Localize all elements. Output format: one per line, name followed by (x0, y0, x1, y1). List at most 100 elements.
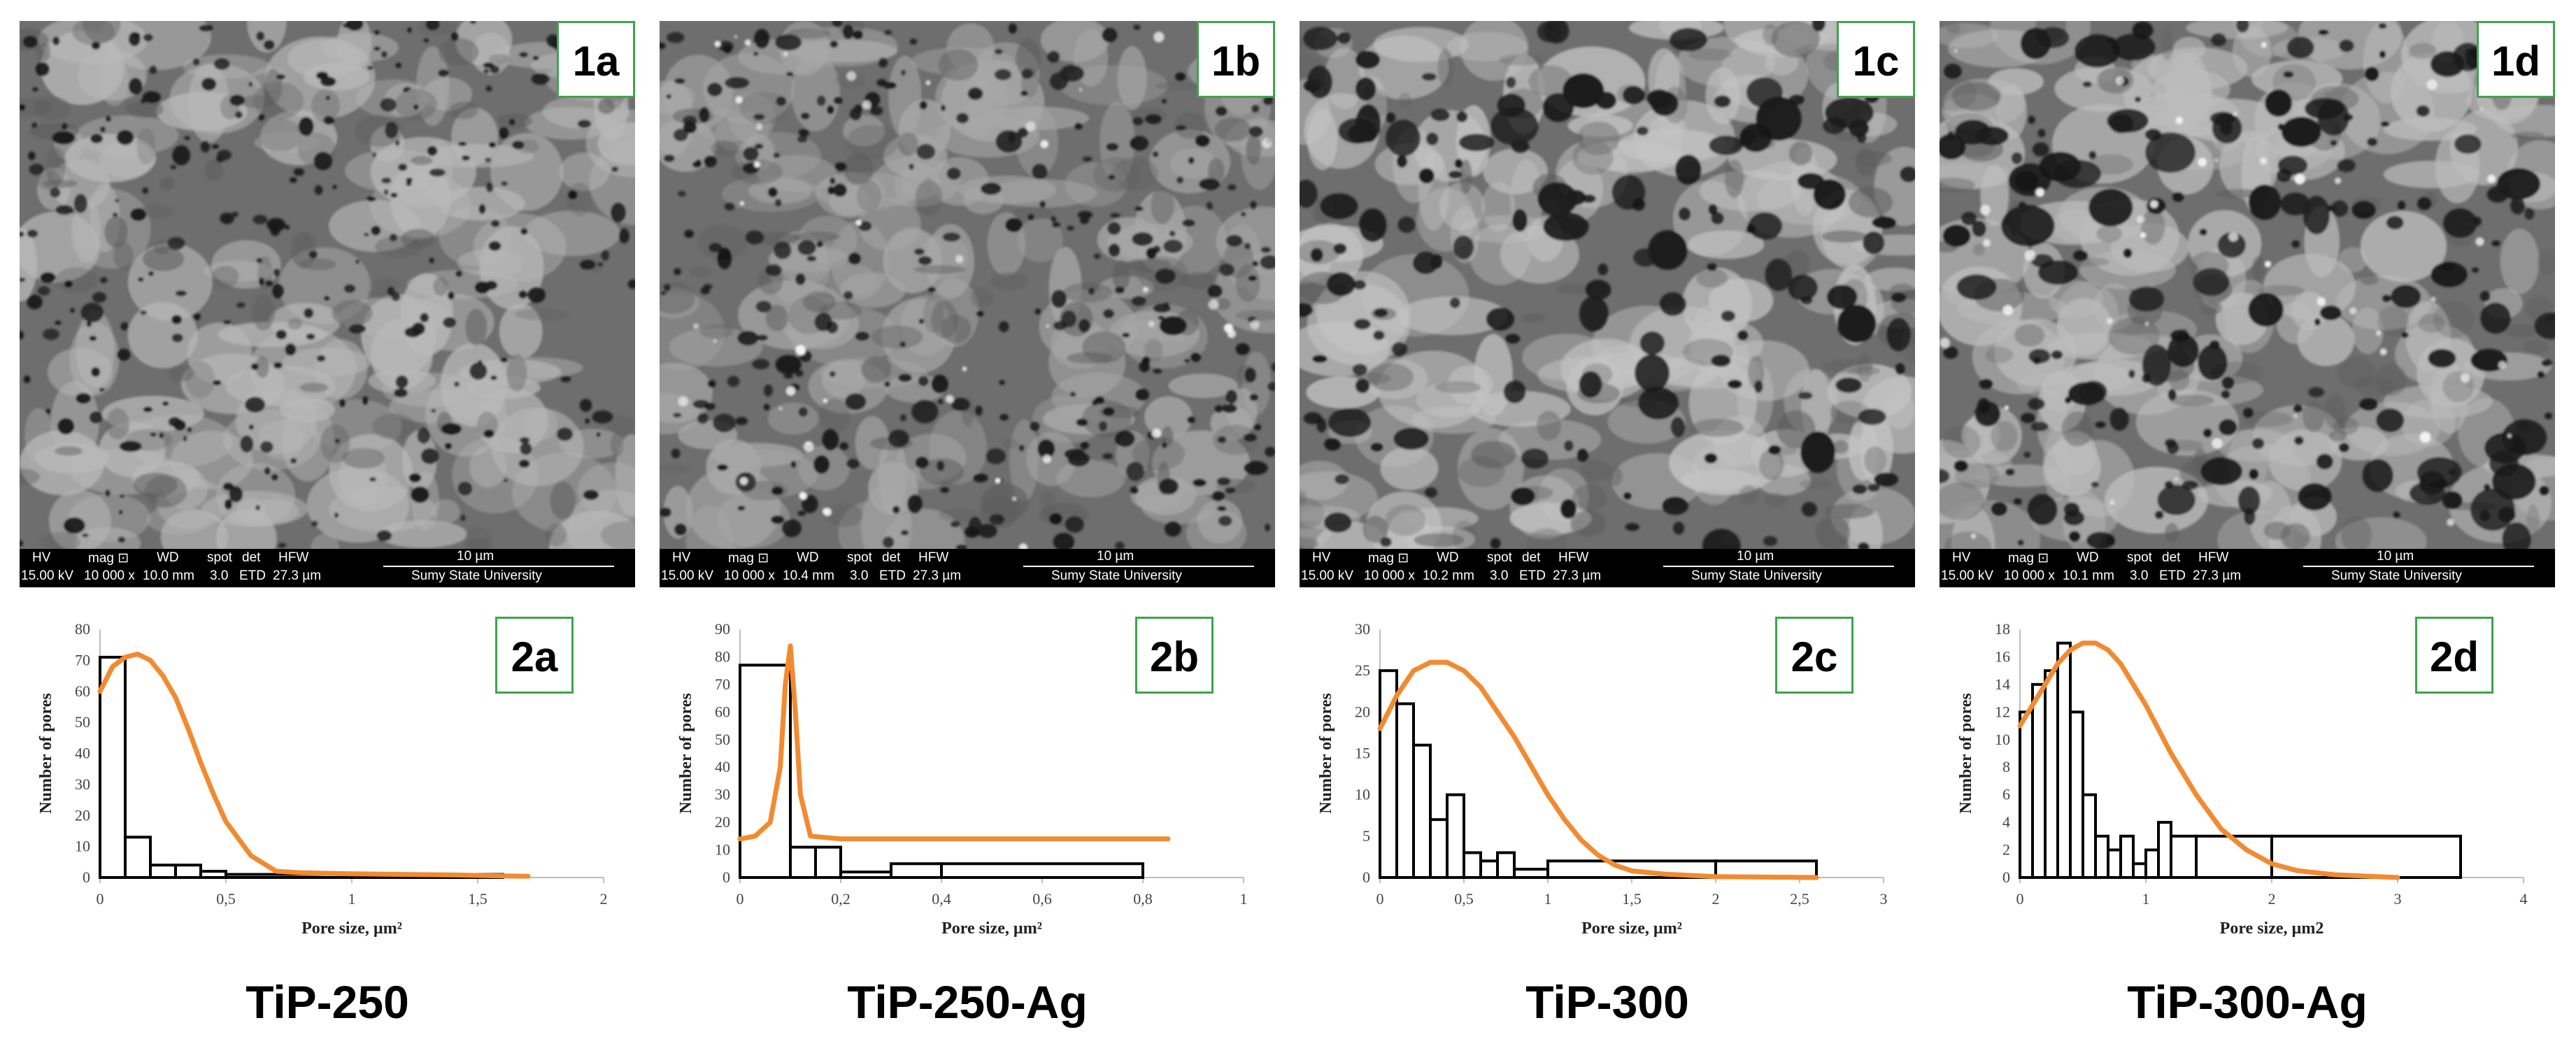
x-tick-label: 0 (97, 890, 104, 908)
y-tick-label: 80 (75, 620, 90, 638)
sample-name: TiP-250 (245, 976, 409, 1028)
databar-hv-value: 15.00 kV (21, 568, 73, 583)
databar-mag-label: mag ⊡ (2008, 551, 2049, 566)
distribution-curve (97, 652, 531, 879)
histogram-bar (890, 862, 943, 879)
databar-org: Sumy State University (411, 568, 542, 583)
x-axis-title: Pore size, µm² (301, 919, 402, 938)
panel-column: 1c HV 15.00 kV mag ⊡ 10 000 x WD 10.2 mm… (1300, 0, 1915, 1053)
y-tick-label: 4 (2002, 813, 2010, 831)
y-tick-label: 2 (2002, 841, 2010, 859)
databar-org: Sumy State University (2331, 568, 2462, 583)
databar-spot-label: spot (207, 550, 232, 565)
databar-hfw-value: 27.3 µm (913, 568, 962, 583)
x-tick-label: 0,5 (216, 890, 236, 908)
histogram-bar (1463, 851, 1482, 879)
databar-det-value: ETD (2159, 568, 2186, 583)
databar-scale-label: 10 µm (1097, 549, 1134, 564)
x-tick-label: 2 (2268, 890, 2276, 908)
y-tick-label: 10 (715, 841, 730, 859)
y-tick-label: 50 (715, 731, 730, 748)
y-tick-label: 12 (1995, 703, 2010, 720)
y-tick-label: 16 (1995, 647, 2010, 665)
databar-det-value: ETD (879, 568, 906, 583)
x-tick-label: 0,5 (1454, 890, 1474, 908)
x-tick-label: 0 (2016, 890, 2024, 908)
histogram-bar (174, 864, 202, 879)
sem-panel-label: 1d (2477, 21, 2555, 98)
y-tick-label: 70 (715, 675, 730, 693)
databar-hv-value: 15.00 kV (1941, 568, 1993, 583)
x-tick-label: 3 (1880, 890, 1888, 908)
histogram-bar (2157, 821, 2172, 879)
y-tick-label: 20 (1355, 703, 1370, 720)
y-tick-label: 0 (723, 868, 730, 886)
y-tick-label: 14 (1995, 675, 2010, 693)
sem-micrograph: 1a HV 15.00 kV mag ⊡ 10 000 x WD 10.0 mm… (20, 21, 635, 587)
histogram-bar (2144, 848, 2160, 879)
databar-hv-label: HV (672, 550, 691, 565)
sem-micrograph: 1b HV 15.00 kV mag ⊡ 10 000 x WD 10.4 mm… (660, 21, 1275, 587)
histogram-bar (1412, 743, 1432, 879)
databar-mag-value: 10 000 x (724, 568, 775, 583)
databar-spot-value: 3.0 (850, 568, 869, 583)
chart-panel-label: 2b (1135, 617, 1214, 694)
sem-image (20, 21, 635, 549)
sample-name: TiP-250-Ag (847, 976, 1088, 1028)
y-axis-title: Number of pores (37, 693, 55, 813)
databar-hfw-value: 27.3 µm (2193, 568, 2242, 583)
sample-name: TiP-300-Ag (2127, 976, 2368, 1028)
histogram-bar (2044, 669, 2059, 880)
panel-column: 1b HV 15.00 kV mag ⊡ 10 000 x WD 10.4 mm… (660, 0, 1275, 1053)
histogram-bar (2031, 682, 2047, 879)
databar-hv-label: HV (1952, 550, 1971, 565)
y-axis-title: Number of pores (677, 693, 695, 813)
x-tick-label: 0,6 (1032, 890, 1052, 908)
x-tick-label: 4 (2520, 890, 2528, 908)
databar-spot-label: spot (1487, 550, 1512, 565)
histogram-bar (1446, 793, 1465, 879)
y-tick-label: 0 (1362, 868, 1370, 886)
databar-mag-value: 10 000 x (1364, 568, 1415, 583)
databar-spot-label: spot (847, 550, 872, 565)
databar-hfw-label: HFW (918, 550, 949, 565)
sem-databar: HV 15.00 kV mag ⊡ 10 000 x WD 10.2 mm sp… (1300, 549, 1915, 587)
y-tick-label: 15 (1355, 745, 1370, 762)
y-tick-label: 50 (75, 713, 90, 731)
y-tick-label: 80 (715, 647, 730, 665)
histogram-bar (1429, 818, 1449, 879)
databar-scale-label: 10 µm (1737, 549, 1774, 564)
sem-databar: HV 15.00 kV mag ⊡ 10 000 x WD 10.4 mm sp… (660, 549, 1275, 587)
databar-hv-label: HV (32, 550, 51, 565)
databar-mag-label: mag ⊡ (1368, 551, 1409, 566)
sample-name: TiP-300 (1525, 976, 1689, 1028)
databar-spot-value: 3.0 (210, 568, 229, 583)
y-tick-label: 0 (83, 868, 90, 886)
histogram-chart: 0 2 4 6 8 10 12 14 16 18 0 1 2 3 4 Pore size, µm2 Number… (1940, 615, 2555, 944)
databar-det-label: det (1522, 550, 1541, 565)
histogram-bar (2082, 793, 2097, 879)
sem-databar: HV 15.00 kV mag ⊡ 10 000 x WD 10.0 mm sp… (20, 549, 635, 587)
y-tick-label: 5 (1362, 827, 1370, 845)
y-tick-label: 60 (715, 703, 730, 720)
panel-column: 1a HV 15.00 kV mag ⊡ 10 000 x WD 10.0 mm… (20, 0, 635, 1053)
x-tick-label: 3 (2394, 890, 2402, 908)
databar-wd-label: WD (1437, 550, 1459, 565)
histogram-bar (2069, 710, 2084, 879)
histogram-chart: 0 5 10 15 20 25 30 0 0,5 1 1,5 2 2,5 3 Pore size, µm² N… (1300, 615, 1915, 944)
chart-panel-label: 2d (2415, 617, 2493, 694)
databar-det-value: ETD (239, 568, 266, 583)
scale-bar (383, 566, 614, 567)
y-axis-title: Number of pores (1957, 693, 1975, 813)
histogram-bar (789, 845, 817, 880)
histogram-svg: 0 10 20 30 40 50 60 70 80 90 0 0,2 0,4 0,6 0,8 1 Pore si… (677, 620, 1248, 938)
y-axis-title: Number of pores (1317, 693, 1335, 813)
databar-hv-value: 15.00 kV (1301, 568, 1353, 583)
histogram-bar (149, 864, 177, 879)
y-tick-label: 30 (1355, 620, 1370, 638)
databar-spot-label: spot (2127, 550, 2152, 565)
databar-scale-label: 10 µm (457, 549, 494, 564)
databar-wd-value: 10.2 mm (1423, 568, 1474, 583)
databar-hfw-label: HFW (1558, 550, 1589, 565)
